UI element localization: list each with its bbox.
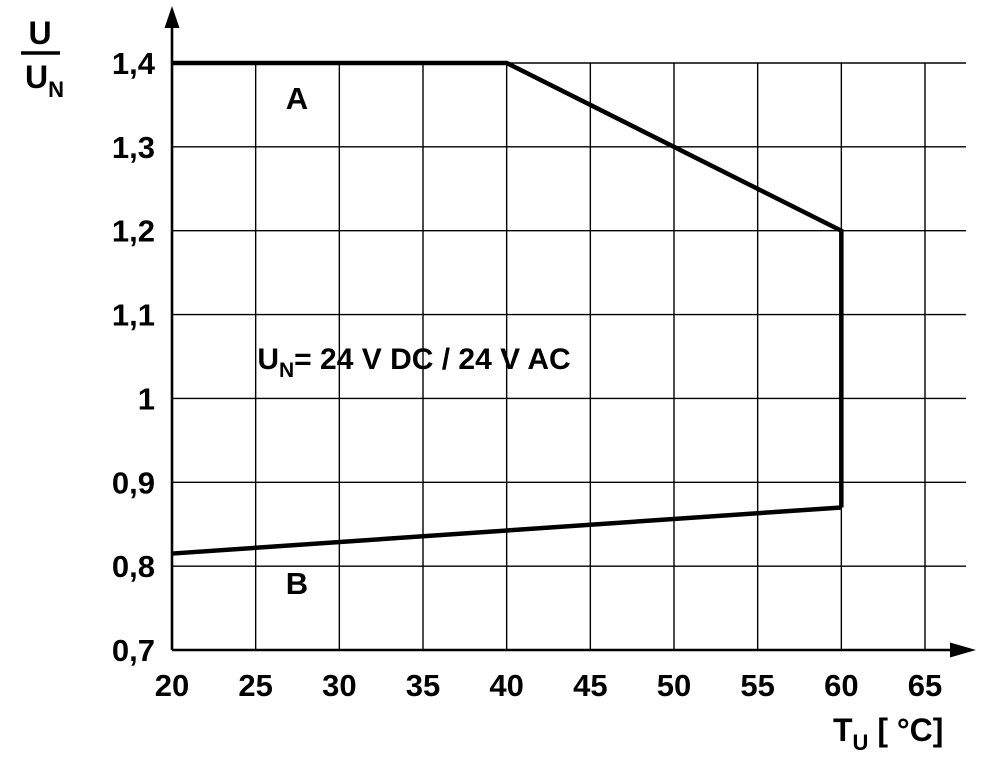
annotation-nominal-voltage: UN= 24 V DC / 24 V AC xyxy=(257,343,570,382)
y-tick-label: 0,8 xyxy=(112,549,155,584)
x-tick-label: 40 xyxy=(489,668,523,703)
x-tick-label: 45 xyxy=(573,668,607,703)
series-curve-B xyxy=(171,505,842,556)
y-tick-label: 1,4 xyxy=(112,46,156,81)
y-tick-label: 0,9 xyxy=(112,465,155,500)
x-axis-arrow-icon xyxy=(950,642,976,658)
series-label-B: B xyxy=(286,566,308,601)
x-axis-label: TU [ °C] xyxy=(833,712,943,755)
y-tick-label: 1,3 xyxy=(112,130,155,165)
y-tick-label: 1,2 xyxy=(112,214,155,249)
x-tick-label: 55 xyxy=(740,668,774,703)
x-tick-label: 35 xyxy=(406,668,440,703)
series-label-A: A xyxy=(286,81,308,116)
x-tick-label: 50 xyxy=(657,668,691,703)
y-axis-arrow-icon xyxy=(164,6,180,28)
series-curve-A xyxy=(172,60,844,508)
x-tick-label: 30 xyxy=(322,668,356,703)
y-axis-label-denominator: UN xyxy=(25,59,64,102)
x-tick-label: 20 xyxy=(155,668,189,703)
y-tick-label: 0,7 xyxy=(112,633,155,668)
y-tick-label: 1 xyxy=(138,381,155,416)
y-axis-label-numerator: U xyxy=(28,15,51,51)
x-tick-label: 25 xyxy=(238,668,272,703)
y-tick-label: 1,1 xyxy=(112,298,155,333)
x-tick-label: 65 xyxy=(908,668,942,703)
x-tick-label: 60 xyxy=(824,668,858,703)
